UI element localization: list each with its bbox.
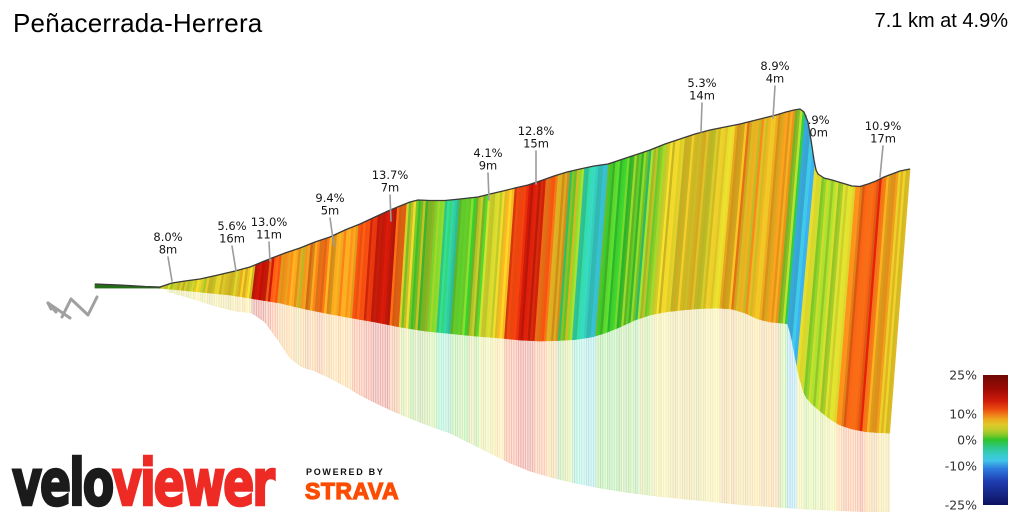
segment-gradient-label: 9.4% xyxy=(315,191,344,205)
segment-label: 5.6%16m xyxy=(217,219,247,272)
segment-gain-label: 11m xyxy=(256,228,282,242)
segment-gain-label: 4m xyxy=(766,72,785,86)
logo-velo: velo xyxy=(11,447,115,512)
segment-label: 10.9%17m xyxy=(865,119,902,178)
segment-gradient-label: 12.8% xyxy=(518,124,555,138)
segment-gradient-label: 13.7% xyxy=(372,168,409,182)
profile-wall xyxy=(94,108,911,434)
powered-by-label: POWERED BY xyxy=(306,467,385,477)
segment-label: 8.9%4m xyxy=(760,59,790,119)
segment-label: 4.1%9m xyxy=(473,146,503,201)
segment-gradient-label: 8.9% xyxy=(760,59,789,73)
segment-gradient-label: 5.3% xyxy=(687,76,716,90)
profile-reflection xyxy=(167,288,890,512)
page-title: Peñacerrada-Herrera xyxy=(13,8,263,38)
segment-label: 9.4%5m xyxy=(315,191,345,247)
segment-label: 5.3%14m xyxy=(687,76,717,133)
segment-gradient-label: 5.6% xyxy=(217,219,246,233)
segment-gain-label: 5m xyxy=(321,204,340,218)
segment-gradient-label: 13.0% xyxy=(251,215,288,229)
segment-gradient-label: 8.0% xyxy=(153,230,182,244)
profile-outline xyxy=(94,108,911,288)
segment-gradient-label: 10.9% xyxy=(865,119,902,133)
segment-label: 13.7%7m xyxy=(372,168,409,222)
strava-wordmark[interactable]: STRAVA xyxy=(304,477,400,504)
segment-gradient-label: 4.1% xyxy=(473,146,502,160)
segment-gain-label: 9m xyxy=(479,159,498,173)
segment-gain-label: 15m xyxy=(523,137,549,151)
north-arrow-icon xyxy=(46,295,99,320)
segment-label: 8.0%8m xyxy=(153,230,183,282)
logo-viewer: viewer xyxy=(111,447,276,512)
segment-gain-label: 16m xyxy=(219,232,245,246)
veloviewer-logo[interactable]: veloviewer xyxy=(11,451,276,512)
segment-gain-label: 8m xyxy=(159,243,178,257)
segment-gain-label: 17m xyxy=(870,132,896,146)
segment-label: 12.8%15m xyxy=(518,124,555,185)
segment-gain-label: 7m xyxy=(381,181,400,195)
segment-label: 13.0%11m xyxy=(251,215,288,262)
segment-labels: 8.0%8m5.6%16m13.0%11m9.4%5m13.7%7m4.1%9m… xyxy=(153,59,902,282)
segment-gain-label: 14m xyxy=(689,89,715,103)
climb-summary: 7.1 km at 4.9% xyxy=(874,10,1008,32)
